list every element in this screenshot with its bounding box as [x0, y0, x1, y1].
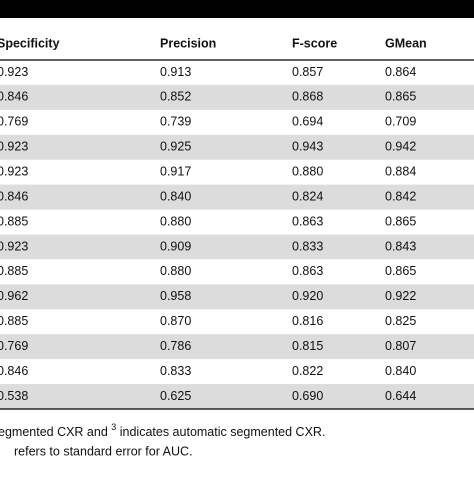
cell: 0.909 [160, 239, 191, 253]
cell: 0.846 [0, 189, 28, 203]
cell: 0.942 [385, 140, 416, 154]
cell: 0.923 [0, 140, 28, 154]
cell: 0.852 [160, 90, 191, 104]
cell: 0.857 [292, 65, 323, 79]
cell: 0.846 [0, 364, 28, 378]
cell: 0.865 [385, 264, 416, 278]
cell: 0.840 [385, 364, 416, 378]
cell: 0.868 [292, 90, 323, 104]
cell: 0.913 [160, 65, 191, 79]
cell: 0.885 [0, 214, 28, 228]
cell: 0.709 [385, 115, 416, 129]
cell: 0.885 [0, 314, 28, 328]
row-shade [0, 84, 474, 110]
header-cell: Specificity [0, 36, 60, 50]
cell: 0.694 [292, 115, 323, 129]
cell: 0.825 [385, 314, 416, 328]
cell: 0.922 [385, 289, 416, 303]
cell: 0.840 [160, 189, 191, 203]
footnote-text: egmented CXR and [0, 425, 111, 439]
header-cell: GMean [385, 36, 427, 50]
row-shade [0, 134, 474, 160]
header-cell: F-score [292, 36, 337, 50]
cell: 0.842 [385, 189, 416, 203]
cell: 0.920 [292, 289, 323, 303]
cell: 0.943 [292, 140, 323, 154]
cell: 0.923 [0, 65, 28, 79]
cell: 0.833 [292, 239, 323, 253]
header-cell: Precision [160, 36, 216, 50]
row-shade [0, 334, 474, 360]
cell: 0.786 [160, 339, 191, 353]
cell: 0.824 [292, 189, 323, 203]
footnote-sup: 3 [111, 422, 116, 432]
cell: 0.880 [160, 214, 191, 228]
footnote: egmented CXR and 3 indicates automatic s… [0, 422, 325, 439]
cell: 0.769 [0, 339, 28, 353]
cell: 0.923 [0, 164, 28, 178]
cell: 0.807 [385, 339, 416, 353]
row-shade [0, 384, 474, 409]
cell: 0.870 [160, 314, 191, 328]
cell: 0.846 [0, 90, 28, 104]
cell: 0.884 [385, 164, 416, 178]
cell: 0.815 [292, 339, 323, 353]
cell: 0.925 [160, 140, 191, 154]
cell: 0.538 [0, 389, 28, 403]
cell: 0.739 [160, 115, 191, 129]
cell: 0.865 [385, 90, 416, 104]
cell: 0.769 [0, 115, 28, 129]
cell: 0.690 [292, 389, 323, 403]
cell: 0.843 [385, 239, 416, 253]
cell: 0.865 [385, 214, 416, 228]
cell: 0.833 [160, 364, 191, 378]
cell: 0.863 [292, 264, 323, 278]
cell: 0.644 [385, 389, 416, 403]
top-bar [0, 0, 474, 18]
cell: 0.816 [292, 314, 323, 328]
cell: 0.625 [160, 389, 191, 403]
cell: 0.822 [292, 364, 323, 378]
cell: 0.864 [385, 65, 416, 79]
cell: 0.923 [0, 239, 28, 253]
cell: 0.863 [292, 214, 323, 228]
cell: 0.880 [160, 264, 191, 278]
cell: 0.880 [292, 164, 323, 178]
footnote-text: indicates automatic segmented CXR. [116, 425, 325, 439]
cell: 0.885 [0, 264, 28, 278]
row-shade [0, 284, 474, 310]
row-shade [0, 184, 474, 210]
cell: 0.962 [0, 289, 28, 303]
footnote: refers to standard error for AUC. [14, 444, 193, 458]
cell: 0.958 [160, 289, 191, 303]
cell: 0.917 [160, 164, 191, 178]
row-shade [0, 234, 474, 260]
